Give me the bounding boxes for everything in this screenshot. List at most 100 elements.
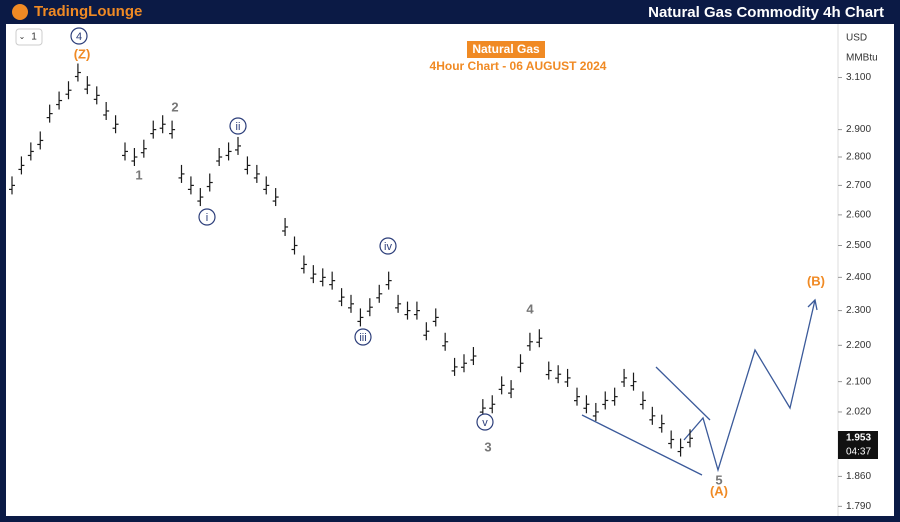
price-bar [178,164,185,183]
wave-label: 4 [526,301,534,316]
price-bar [74,63,81,82]
price-bar [461,354,467,373]
price-bar [639,391,646,410]
price-bar [272,188,279,207]
price-bar [65,81,72,100]
price-bar [140,139,147,158]
current-price: 1.953 [846,433,871,444]
price-bar [131,148,138,167]
price-bar [244,156,251,175]
projection [581,298,818,476]
price-box [838,431,878,459]
price-bar [489,395,496,414]
price-bar [536,329,543,348]
price-bar [291,236,298,255]
price-bar [649,406,656,425]
price-bar [687,429,693,448]
price-bar [348,294,354,313]
y-tick-label: 2.600 [846,210,871,221]
price-bar [103,101,110,120]
left-border [0,24,6,516]
y-tick-label: 2.900 [846,124,871,135]
logo-icon [12,4,28,20]
chart-heading: Natural Gas [472,42,540,56]
price-bar [442,332,449,351]
y-tick-label: 2.300 [846,305,871,316]
price-bar [498,376,505,395]
currency: USD [846,33,867,44]
price-bar [423,322,430,341]
header-bar [0,0,900,24]
price-bar [216,148,223,167]
price-bar [517,354,524,373]
wave-circle [379,237,397,255]
price-bar [508,380,515,399]
price-bar [366,298,373,317]
wave-label: 1 [135,167,142,182]
wave-circle [476,413,494,431]
price-bar [187,176,194,195]
price-bar [592,402,599,421]
price-bar [225,142,232,161]
price-bar [658,414,665,433]
price-bar [357,308,364,327]
price-bar [122,142,128,161]
wave-label: v [482,417,488,429]
price-bar [376,284,383,303]
price-bar [677,438,684,457]
y-tick-label: 2.200 [846,340,871,351]
y-tick-label: 1.790 [846,501,871,512]
price-bar [18,156,25,175]
price-bar [329,271,336,290]
page-title: Natural Gas Commodity 4h Chart [648,4,884,21]
wave-label: (Z) [74,46,91,61]
price-bar [526,332,533,351]
price-bar [404,301,411,320]
price-bar [93,86,100,105]
price-bar [668,430,675,449]
wave-circle [229,117,247,135]
chart-subtitle: 4Hour Chart - 06 AUGUST 2024 [430,59,607,73]
price-bar [300,255,307,274]
wave-label: 5 [715,472,722,487]
price-bar [235,136,241,155]
price-bar [470,347,477,366]
price-bar [112,115,119,134]
y-tick-label: 3.100 [846,72,871,83]
right-border [894,24,900,516]
price-bar [56,91,63,110]
price-bar [253,164,260,183]
wave-label: ii [236,121,241,133]
projection-arrow [807,298,818,311]
y-tick-label: 2.800 [846,152,871,163]
price-bar [545,361,552,380]
wave-label: 2 [171,99,178,114]
price-bar [451,357,458,376]
y-tick-label: 1.860 [846,471,871,482]
price-bar [197,188,204,207]
countdown: 04:37 [846,447,871,458]
price-bar [602,391,609,410]
wave-circle [70,27,88,45]
price-bar [37,131,44,150]
price-bar [611,387,618,406]
unit: MMBtu [846,53,878,64]
heading-box [467,41,545,58]
price-bar [338,288,345,307]
price-bar [432,308,439,327]
price-bar [206,173,213,192]
price-bar [282,217,289,236]
price-bar [319,268,326,287]
interval[interactable]: 1 [31,32,37,43]
price-bar [150,120,157,139]
wave-label: (B) [807,273,825,288]
y-tick-label: 2.700 [846,180,871,191]
y-tick-label: 2.100 [846,376,871,387]
price-bar [385,271,392,290]
price-bar [630,372,637,391]
y-tick-label: 2.500 [846,240,871,251]
interval-button[interactable] [15,28,43,46]
price-bar [46,104,53,123]
